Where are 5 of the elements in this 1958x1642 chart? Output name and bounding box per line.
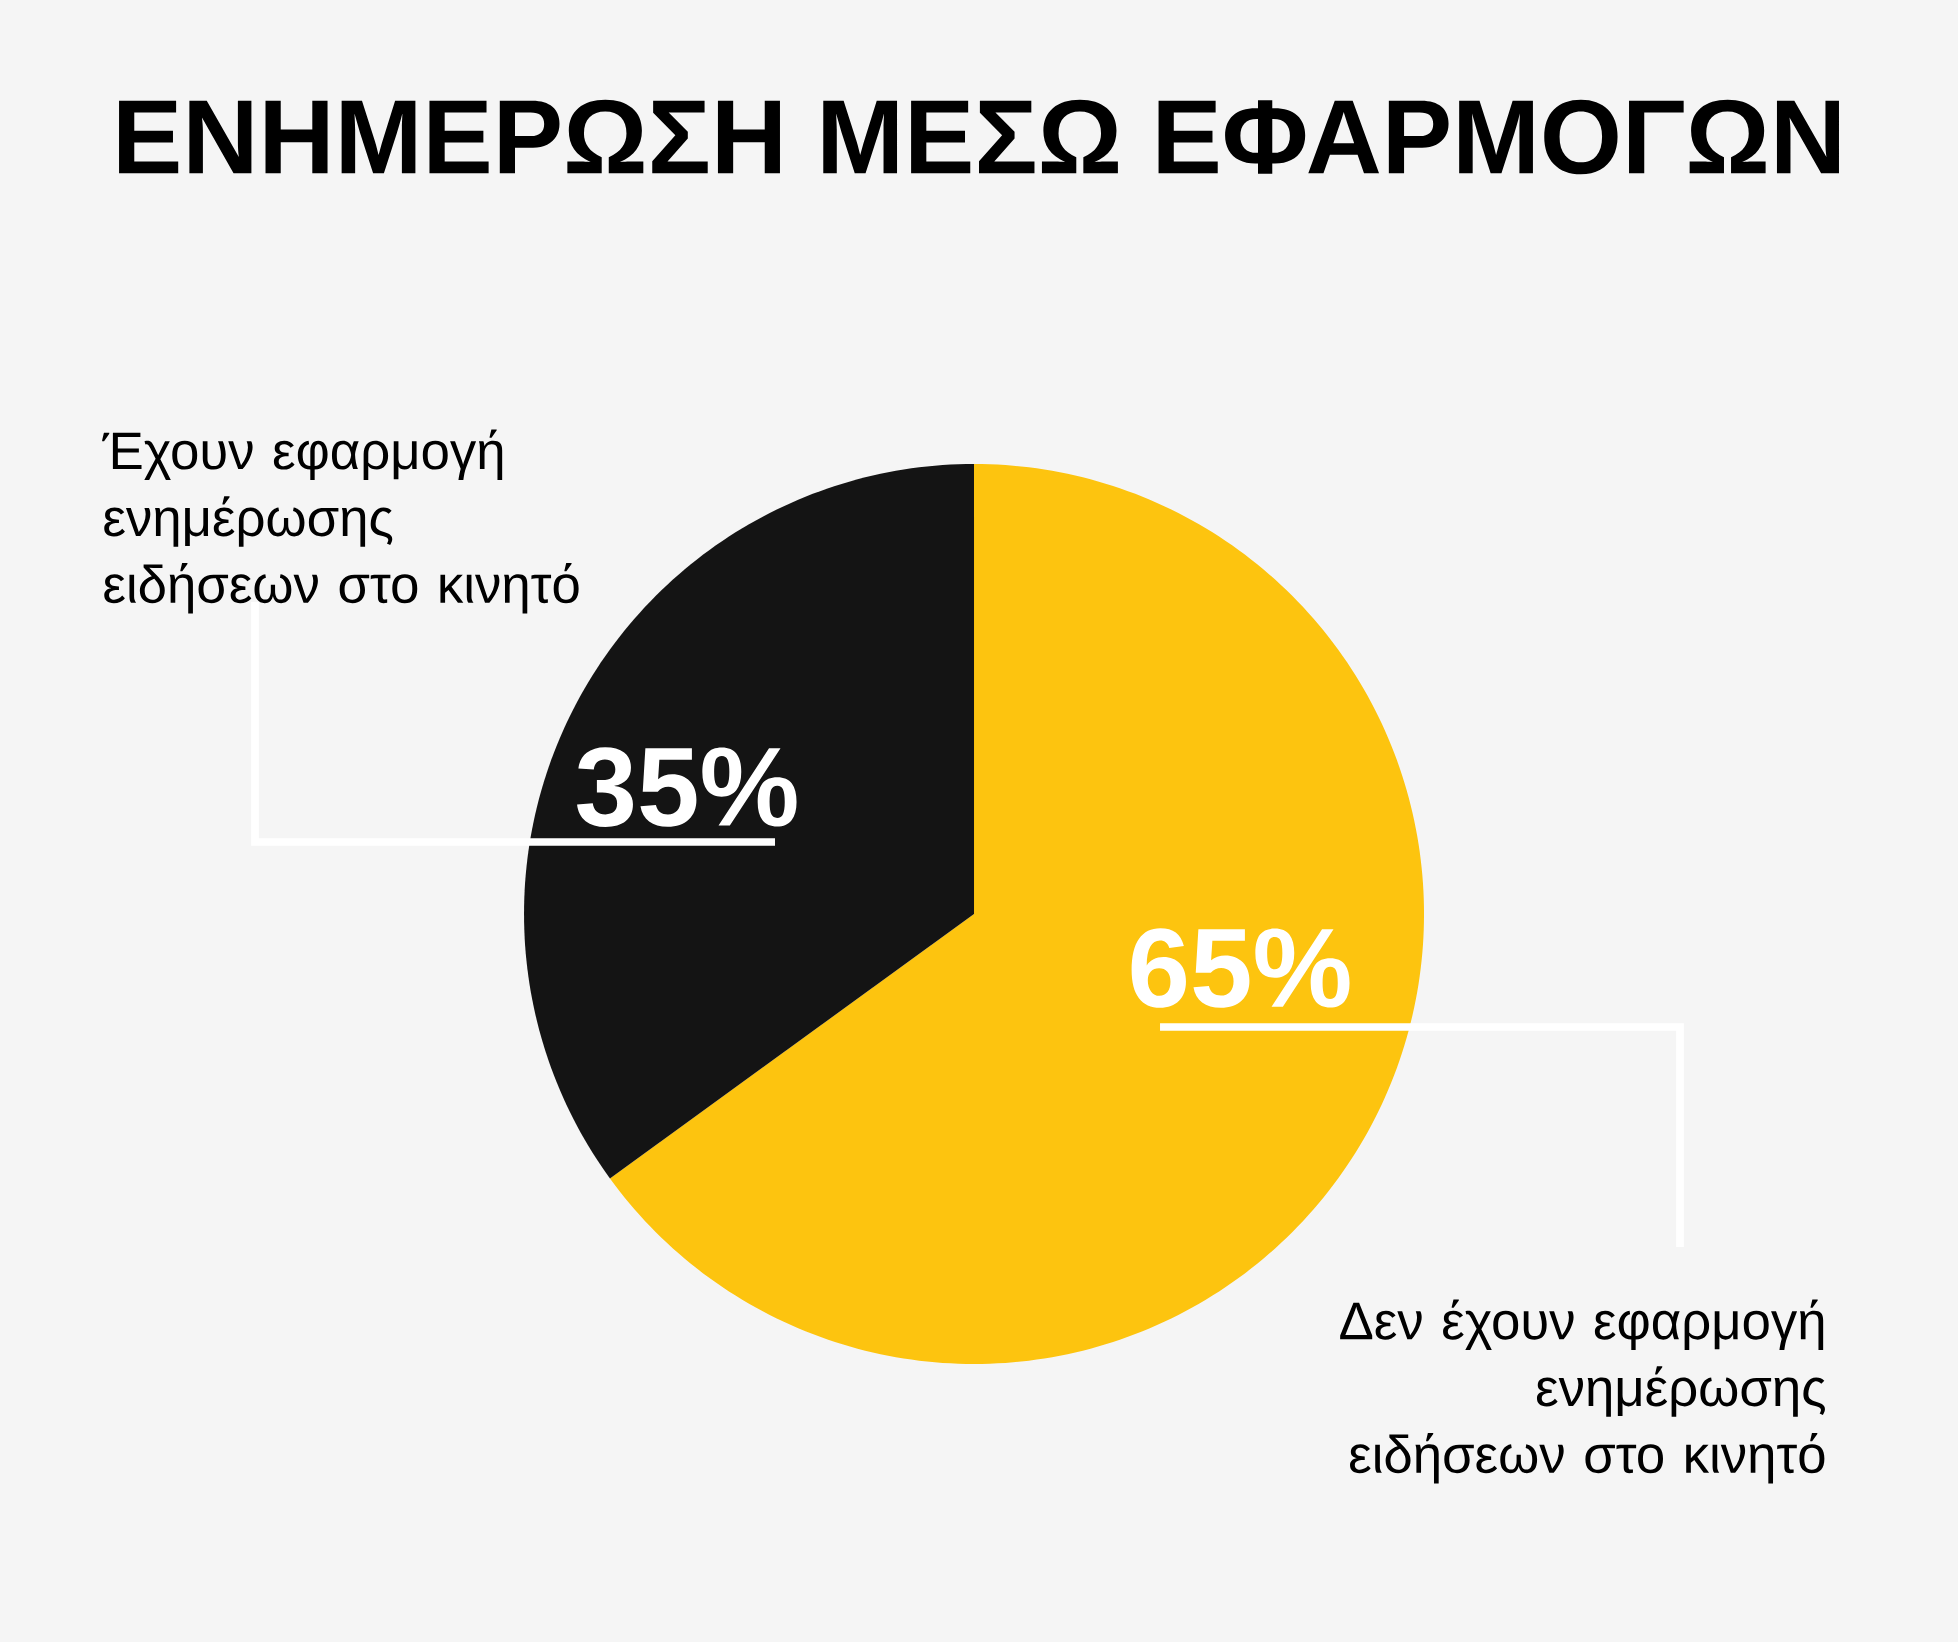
data-label: 65% <box>1131 928 1350 1008</box>
slice-label: Δεν έχουν εφαρμογή ενημέρωσης ειδήσεων στο κινητό <box>1340 1299 1825 1484</box>
chart-title: ΕΝΗΜΕΡΩΣΗ ΜΕΣΩ ΕΦΑΡΜΟΓΩΝ <box>119 99 1839 175</box>
data-label: 35% <box>577 747 797 827</box>
slice-label: Έχουν εφαρμογή ενημέρωσης ειδήσεων στο κινητό <box>102 429 579 614</box>
